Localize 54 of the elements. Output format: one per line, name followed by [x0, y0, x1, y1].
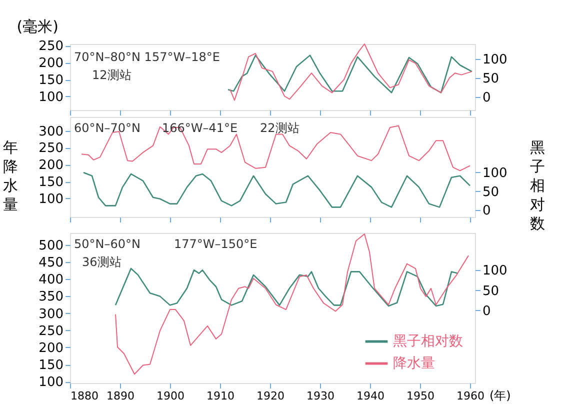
- annotation: 12测站: [92, 68, 132, 82]
- y-tick-label: 100: [38, 375, 64, 390]
- annotation: 22测站: [260, 121, 300, 135]
- annotation: 70°N–80°N 157°W–18°E: [74, 50, 220, 64]
- y-tick-label: 150: [38, 73, 64, 88]
- y-tick-label: 150: [38, 175, 64, 190]
- x-tick-label: 1960: [456, 390, 484, 402]
- annotation: 50°N–60°N: [74, 237, 140, 251]
- y2-tick-label: 0: [482, 304, 491, 319]
- y2-axis-title: 黑子相对数: [530, 138, 545, 232]
- y-tick-label: 200: [38, 340, 64, 356]
- y-tick-label: 250: [38, 141, 64, 156]
- y-tick-label: 200: [38, 158, 64, 174]
- y-tick-label: 350: [38, 290, 64, 305]
- line-series: [227, 54, 473, 94]
- annotation: 166°W–41°E: [162, 121, 238, 135]
- legend-label: 黑子相对数: [393, 334, 463, 350]
- x-tick-label: 1940: [356, 390, 384, 402]
- x-tick-label: 1890: [106, 390, 134, 402]
- y-tick-label: 250: [38, 39, 64, 54]
- y-tick-label: 250: [38, 324, 64, 339]
- x-tick-label: 1910: [206, 390, 234, 402]
- annotation: 177°W–150°E: [174, 237, 258, 251]
- x-tick-label: 1950: [406, 390, 434, 402]
- legend-label: 降水量: [393, 356, 435, 372]
- y2-tick-label: 50: [482, 284, 500, 299]
- annotation: 60°N–70°N: [74, 121, 140, 135]
- x-tick-label: 1930: [306, 390, 334, 402]
- y-tick-label: 200: [38, 56, 64, 72]
- y2-tick-label: 100: [482, 52, 508, 68]
- y-tick-label: 300: [38, 306, 64, 322]
- y2-tick-label: 0: [482, 204, 491, 219]
- y-tick-label: 400: [38, 272, 64, 288]
- y-axis-title: 年降水量: [3, 138, 18, 214]
- x-axis-title: (年): [490, 388, 511, 402]
- annotation: 36测站: [82, 255, 122, 269]
- line-series: [114, 268, 459, 307]
- y-axis-title: (毫米): [16, 18, 58, 36]
- y-tick-label: 500: [38, 238, 64, 254]
- y2-tick-label: 100: [482, 264, 508, 279]
- y2-tick-label: 100: [482, 166, 508, 181]
- y2-tick-label: 50: [482, 184, 500, 200]
- line-series: [82, 172, 471, 208]
- line-series: [230, 44, 472, 101]
- x-tick-label: 1900: [156, 390, 184, 402]
- y-tick-label: 150: [38, 358, 64, 374]
- x-tick-label: 1920: [256, 390, 284, 402]
- y-tick-label: 450: [38, 256, 64, 271]
- y-tick-label: 100: [38, 90, 64, 105]
- y2-tick-label: 0: [482, 90, 491, 106]
- y-tick-label: 100: [38, 192, 64, 207]
- y-tick-label: 300: [38, 124, 64, 140]
- y2-tick-label: 50: [482, 71, 500, 86]
- x-tick-label: 1880: [70, 390, 98, 402]
